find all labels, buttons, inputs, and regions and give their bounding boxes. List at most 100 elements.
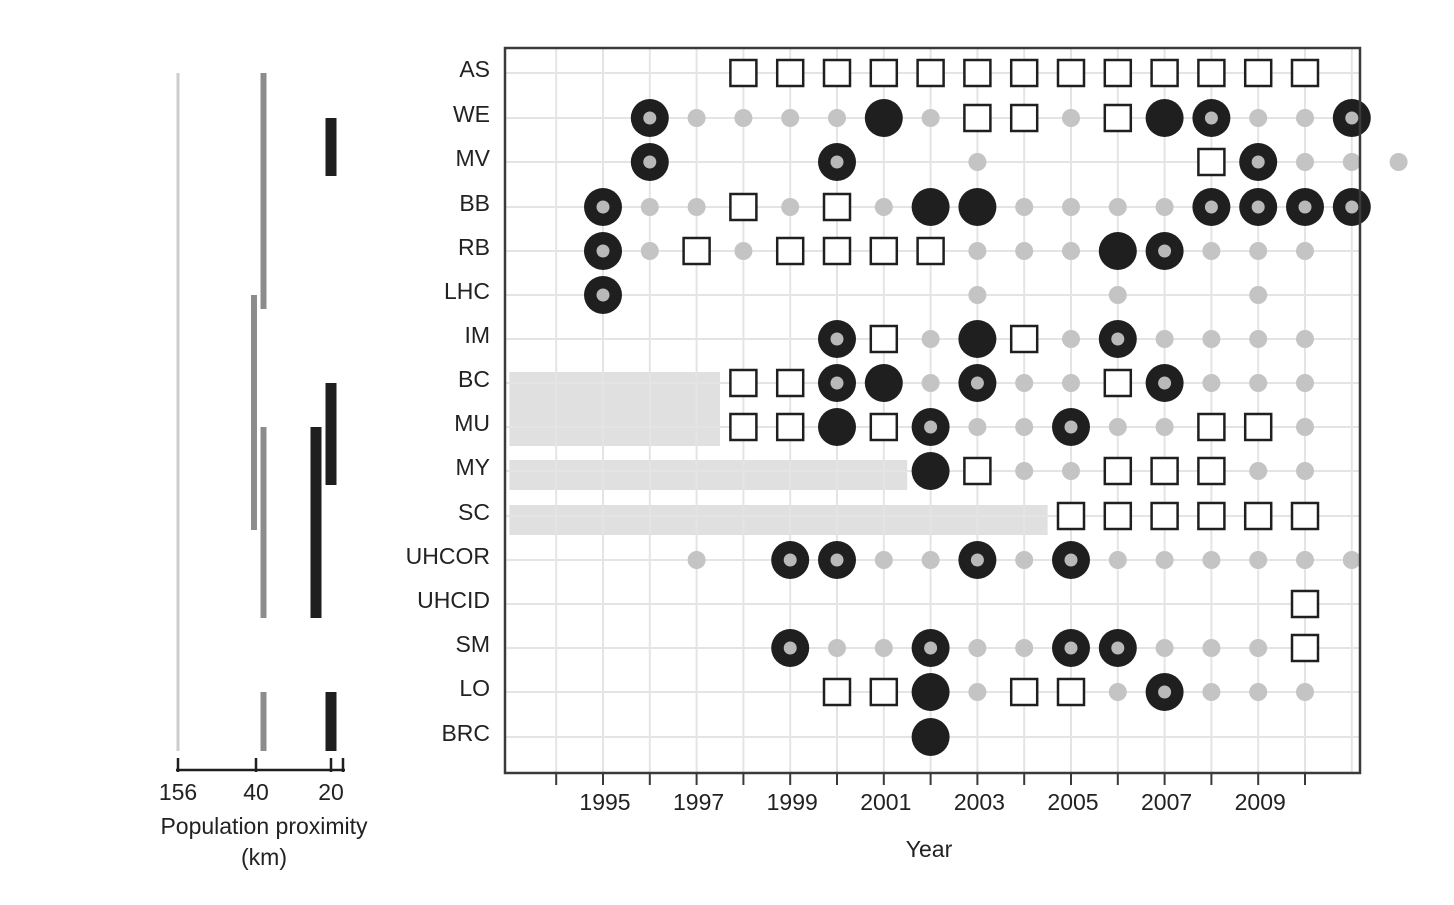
mark-AS-2008-square: [1197, 58, 1226, 88]
mark-BC-1998-square: [729, 368, 758, 398]
mark-WE-1999-dot: [781, 109, 800, 127]
proximity-tick-label-156: 156: [159, 779, 197, 805]
mark-WE-2003-square: [963, 103, 992, 133]
proximity-bar-7: [310, 427, 322, 618]
mark-RB-2006-filled: [1098, 232, 1137, 270]
mark-LO-2009-dot: [1249, 683, 1268, 701]
mark-MY-2008-square: [1197, 456, 1226, 486]
mark-BB-2009-ring-center: [1251, 200, 1265, 214]
mark-BC-2002-dot: [921, 374, 940, 392]
row-labels: AS WE MV BB RB LHC IM BC MU MY SC UHCOR UHCID SM LO BRC: [406, 56, 491, 746]
mark-WE-2001-filled: [864, 99, 903, 137]
proximity-bar-8: [325, 692, 337, 751]
proximity-bar-6: [325, 383, 337, 485]
mark-LO-2004-square: [1009, 677, 1039, 707]
proximity-bar-4: [260, 692, 267, 751]
mark-WE-1996-ring-center: [643, 111, 657, 125]
mark-SM-2002-ring-center: [924, 641, 938, 655]
proximity-bar-1: [260, 73, 267, 309]
row-label-MV: MV: [456, 145, 491, 171]
mark-RB-1999-square: [775, 236, 805, 266]
mark-IM-2003-filled: [958, 320, 997, 358]
mark-RB-2002-square: [916, 236, 945, 266]
mark-LHC-1995-ring-center: [596, 288, 610, 302]
mark-MY-2010-dot: [1296, 462, 1314, 480]
mark-UHCOR-2001-dot: [874, 551, 893, 569]
mark-UHCOR-2011-dot: [1342, 551, 1361, 569]
mark-UHCOR-1997-dot: [687, 551, 706, 569]
mark-IM-2007-dot: [1155, 330, 1174, 348]
row-label-AS: AS: [459, 56, 490, 82]
mark-AS-1998-square: [729, 58, 758, 88]
mark-BB-1995-ring-center: [596, 200, 610, 214]
x-tick-label-1995: 1995: [579, 789, 630, 815]
mark-BC-2000-ring-center: [830, 376, 844, 390]
mark-MU-2009-square: [1243, 412, 1273, 442]
mark-IM-2010-dot: [1296, 330, 1314, 348]
mark-MV-2012-dot: [1389, 153, 1408, 171]
mark-BC-2003-ring-center: [970, 376, 984, 390]
mark-BRC-2002-filled: [911, 718, 950, 756]
mark-RB-2010-dot: [1296, 242, 1314, 260]
mark-AS-2002-square: [916, 58, 945, 88]
mark-WE-2010-dot: [1296, 109, 1314, 127]
mark-RB-2001-square: [869, 236, 899, 266]
mark-BC-2010-dot: [1296, 374, 1314, 392]
proximity-bar-0: [176, 73, 180, 751]
mark-MU-2008-square: [1197, 412, 1226, 442]
mark-WE-2004-square: [1009, 103, 1039, 133]
x-tick-label-1997: 1997: [673, 789, 724, 815]
mark-LO-2006-dot: [1108, 683, 1127, 701]
row-label-BB: BB: [459, 190, 490, 216]
mark-SM-2006-ring-center: [1111, 641, 1125, 655]
row-label-IM: IM: [464, 322, 490, 348]
proximity-bar-2: [250, 295, 257, 530]
mark-RB-1998-dot: [734, 242, 753, 260]
proximity-panel: 156 40 20: [159, 73, 345, 805]
mark-BB-2008-ring-center: [1204, 200, 1218, 214]
mark-MY-2003-square: [963, 456, 992, 486]
mark-MY-2005-dot: [1062, 462, 1080, 480]
mark-WE-2000-dot: [828, 109, 846, 127]
mark-MY-2004-dot: [1015, 462, 1034, 480]
row-label-LHC: LHC: [444, 278, 490, 304]
row-label-WE: WE: [453, 101, 490, 127]
row-label-BC: BC: [458, 366, 490, 392]
mark-BB-2007-dot: [1155, 198, 1174, 216]
proximity-tick-label-40: 40: [243, 779, 269, 805]
mark-WE-2009-dot: [1249, 109, 1268, 127]
mark-RB-2000-square: [822, 236, 852, 266]
mark-WE-2007-filled: [1145, 99, 1184, 137]
x-axis-label: Year: [906, 836, 953, 862]
mark-SM-2009-dot: [1249, 639, 1268, 657]
mark-AS-2004-square: [1009, 58, 1039, 88]
mark-UHCOR-2007-dot: [1155, 551, 1174, 569]
mark-SC-2010-square: [1290, 501, 1320, 531]
mark-BB-2010-ring-center: [1298, 200, 1312, 214]
mark-SM-2005-ring-center: [1064, 641, 1078, 655]
mark-LO-2001-square: [869, 677, 899, 707]
mark-WE-2006-square: [1103, 103, 1133, 133]
mark-UHCOR-2003-ring-center: [970, 553, 984, 567]
mark-SM-2001-dot: [874, 639, 893, 657]
mark-BC-1999-square: [775, 368, 805, 398]
mark-WE-1998-dot: [734, 109, 753, 127]
proximity-axis-label-line1: Population proximity: [160, 813, 368, 839]
mark-AS-2005-square: [1056, 58, 1086, 88]
mark-SM-2010-square: [1290, 633, 1320, 663]
mark-RB-2007-ring-center: [1158, 244, 1172, 258]
mark-RB-2003-dot: [968, 242, 987, 260]
row-label-UHCID: UHCID: [417, 587, 490, 613]
mark-LO-2000-square: [822, 677, 852, 707]
proximity-axis-label-line2: (km): [241, 844, 287, 870]
mark-AS-2009-square: [1243, 58, 1273, 88]
mark-IM-2008-dot: [1202, 330, 1221, 348]
mark-BC-2004-dot: [1015, 374, 1034, 392]
mark-MV-2000-ring-center: [830, 155, 844, 169]
mark-SC-2009-square: [1243, 501, 1273, 531]
shaded-region-0: [509, 372, 720, 446]
mark-AS-1999-square: [775, 58, 805, 88]
mark-LO-2010-dot: [1296, 683, 1314, 701]
mark-MU-2002-ring-center: [924, 420, 938, 434]
